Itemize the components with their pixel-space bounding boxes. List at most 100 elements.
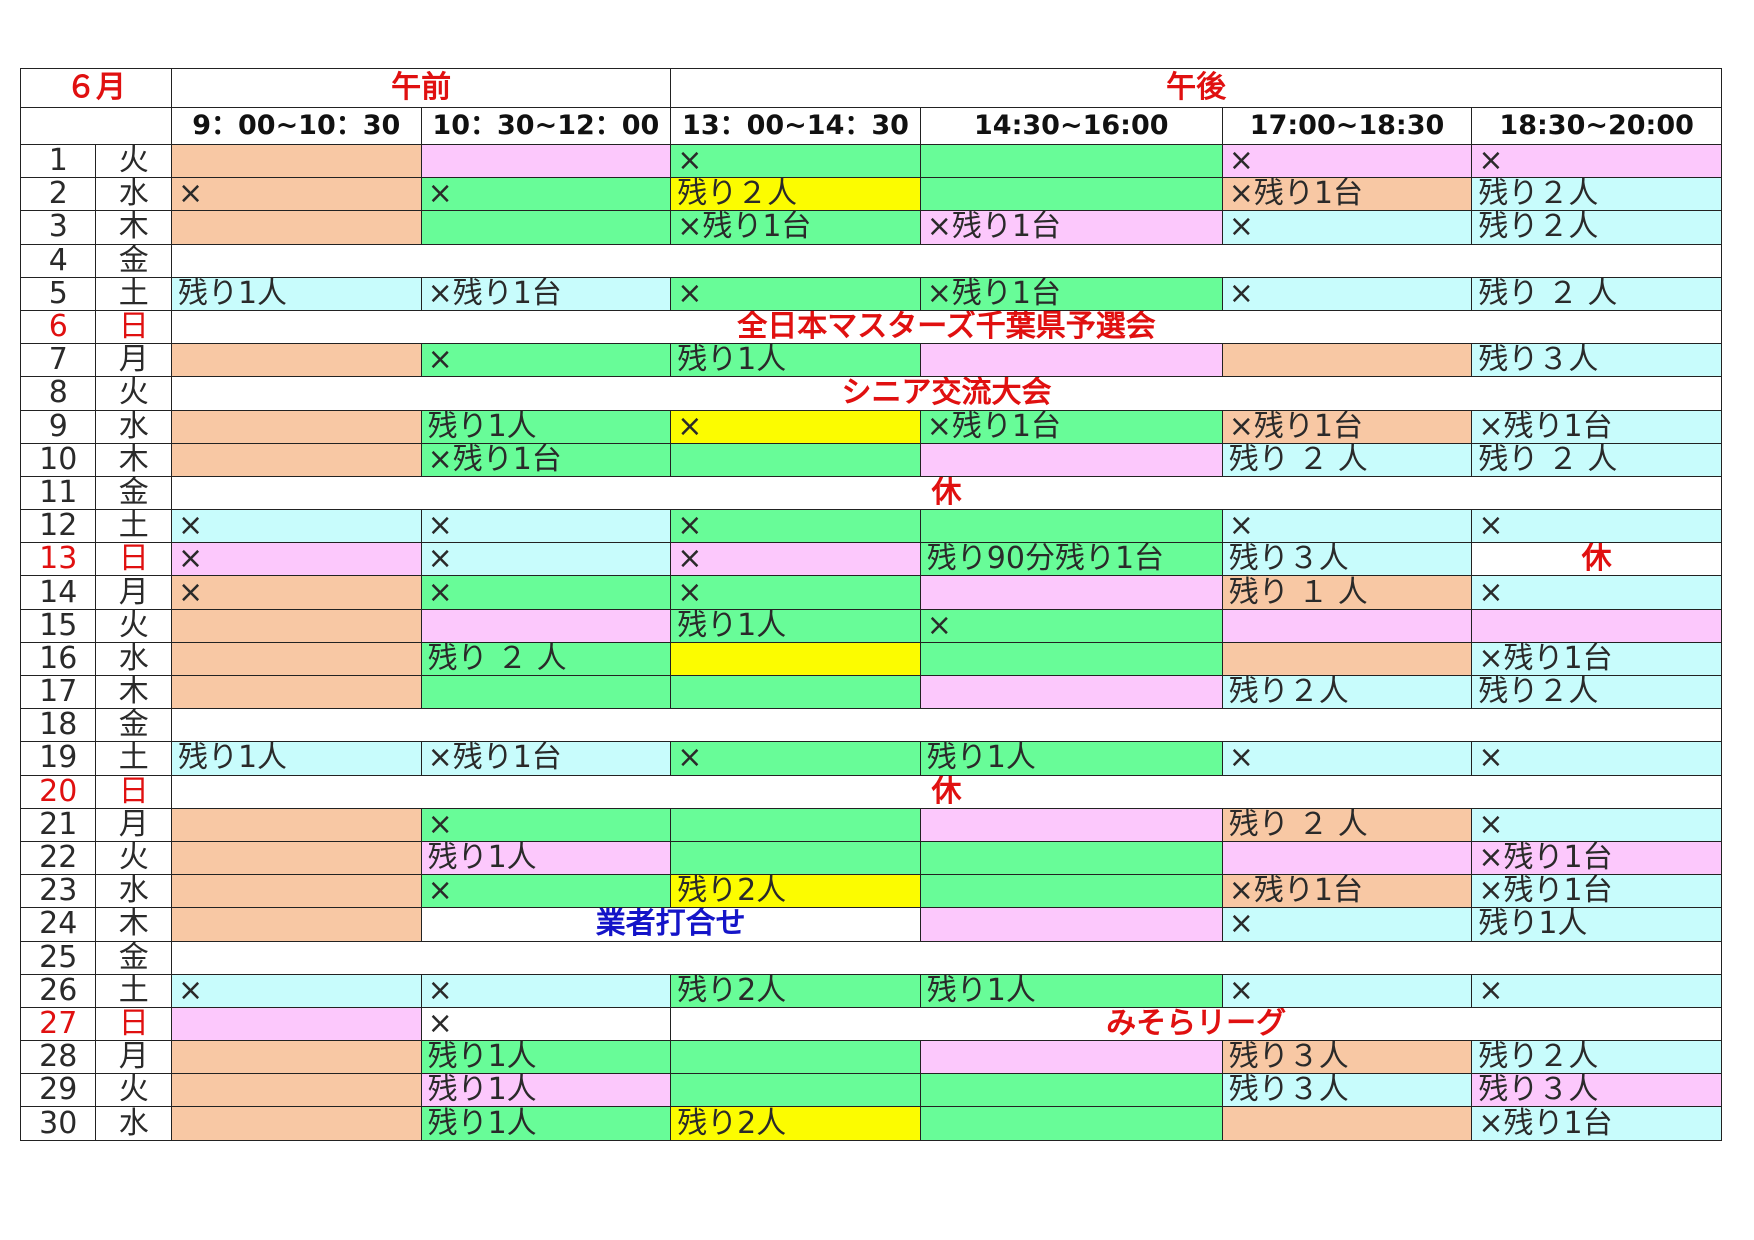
slot-cell: 残り２人 [1221,674,1473,710]
day-number: 17 [19,674,97,710]
table-row: 3 木 ×残り1台 ×残り1台 × 残り２人 [19,210,1722,245]
slot-cell: ×残り1台 [1471,840,1722,876]
table-row: 9 水残り1人 × ×残り1台 ×残り1台 ×残り1台 [19,409,1722,444]
day-of-week: 土 [95,509,172,544]
day-number: 15 [19,608,97,643]
slot-cell: × [1221,210,1473,245]
event-banner: シニア交流大会 [170,376,1723,411]
day-number: 25 [19,940,97,975]
table-row: 14 月 × × × 残り １ 人 × [19,575,1722,610]
day-of-week: 金 [95,708,172,743]
slot-cell: × [420,575,672,610]
slot-header: 13：00~14：30 [670,107,921,145]
slot-cell [919,807,1223,842]
slot-cell [919,840,1223,876]
slot-cell: 残り２人 [670,177,921,212]
am-header: 午前 [170,68,672,108]
slot-cell [670,641,921,677]
slot-cell: 残り1人 [670,343,921,378]
day-of-week: 月 [95,807,172,842]
day-number: 13 [19,542,97,577]
slot-cell [919,177,1223,212]
slot-cell: 残り1人 [1471,907,1722,942]
slot-cell: × [1221,143,1473,179]
day-of-week: 月 [95,575,172,610]
day-number: 20 [19,774,97,809]
slot-cell [919,1106,1223,1141]
slot-cell [170,343,422,378]
day-of-week: 日 [95,1006,172,1042]
table-row: 28 月 残り1人 残り３人 残り２人 [19,1040,1722,1075]
day-of-week: 水 [95,1106,172,1141]
slot-cell: × [170,509,422,544]
slot-cell [170,1040,422,1075]
slot-cell: 残り ２ 人 [1221,442,1473,477]
slot-cell: × [420,973,672,1008]
slot-cell: × [1221,276,1473,311]
slot-cell: 残り1人 [170,741,422,776]
slot-cell: ×残り1台 [919,409,1223,444]
table-row: 11 金休 [19,475,1723,511]
slot-cell: × [670,509,921,544]
day-number: 22 [19,840,97,876]
day-of-week: 木 [95,907,172,942]
day-number: 7 [19,343,97,378]
slot-cell: × [1221,907,1473,942]
slot-cell: 残り1人 [420,409,672,444]
slot-cell [420,674,672,710]
day-number: 2 [19,177,97,212]
slot-cell: × [670,575,921,610]
slot-cell: × [420,542,672,577]
slot-cell: 残り３人 [1221,542,1473,577]
slot-cell: 残り １ 人 [1221,575,1473,610]
slot-cell: × [670,276,921,311]
day-number: 12 [19,509,97,544]
slot-cell [420,143,672,179]
slot-cell: × [670,143,921,179]
slot-cell [170,608,422,643]
table-row: 7 月 × 残り1人 残り３人 [19,343,1722,378]
event-banner: みそらリーグ [670,1006,1722,1042]
slot-cell: 残り1人 [420,1040,672,1075]
slot-cell [170,840,422,876]
day-of-week: 金 [95,940,172,975]
slot-cell [919,509,1223,544]
slot-cell [670,674,921,710]
table-row: 2 水 × × 残り２人 ×残り1台 残り２人 [19,177,1722,212]
day-of-week: 日 [95,309,172,345]
table-row: 21 月 × 残り ２ 人 × [19,807,1722,842]
slot-header: 18:30~20:00 [1471,107,1722,145]
slot-cell: × [1471,509,1722,544]
slot-cell [420,608,672,643]
day-of-week: 金 [95,243,172,278]
slot-cell: 残り2人 [670,874,921,909]
slot-cell [1221,343,1473,378]
table-row: 16 水 残り ２ 人 ×残り1台 [19,641,1722,677]
slot-cell [170,1006,422,1042]
slot-cell [919,674,1223,710]
slot-cell: 残り３人 [1471,343,1722,378]
table-row: 30 水 残り1人 残り2人 ×残り1台 [19,1106,1722,1141]
slot-cell: × [670,741,921,776]
slot-cell: ×残り1台 [1221,409,1473,444]
slot-cell: × [420,807,672,842]
slot-header: 17:00~18:30 [1221,107,1473,145]
day-of-week: 日 [95,774,172,809]
slot-cell: ×残り1台 [1221,874,1473,909]
table-row: 25 金 [19,940,1723,975]
slot-cell [919,143,1223,179]
slot-cell [170,442,422,477]
slot-cell: × [420,509,672,544]
slot-cell: 残り90分残り1台 [919,542,1223,577]
slot-cell: ×残り1台 [420,741,672,776]
day-of-week: 火 [95,143,172,179]
day-of-week: 水 [95,177,172,212]
slot-cell: 残り2人 [670,973,921,1008]
slot-cell: × [1471,807,1722,842]
slot-cell [1221,608,1473,643]
day-number: 26 [19,973,97,1008]
slot-cell: 残り２人 [1471,177,1722,212]
schedule-body: ６月 午前 午後 9：00~10：30 10：30~12：00 13：00~14… [19,68,1723,1141]
slot-cell [670,1073,921,1108]
slot-cell [919,907,1223,942]
